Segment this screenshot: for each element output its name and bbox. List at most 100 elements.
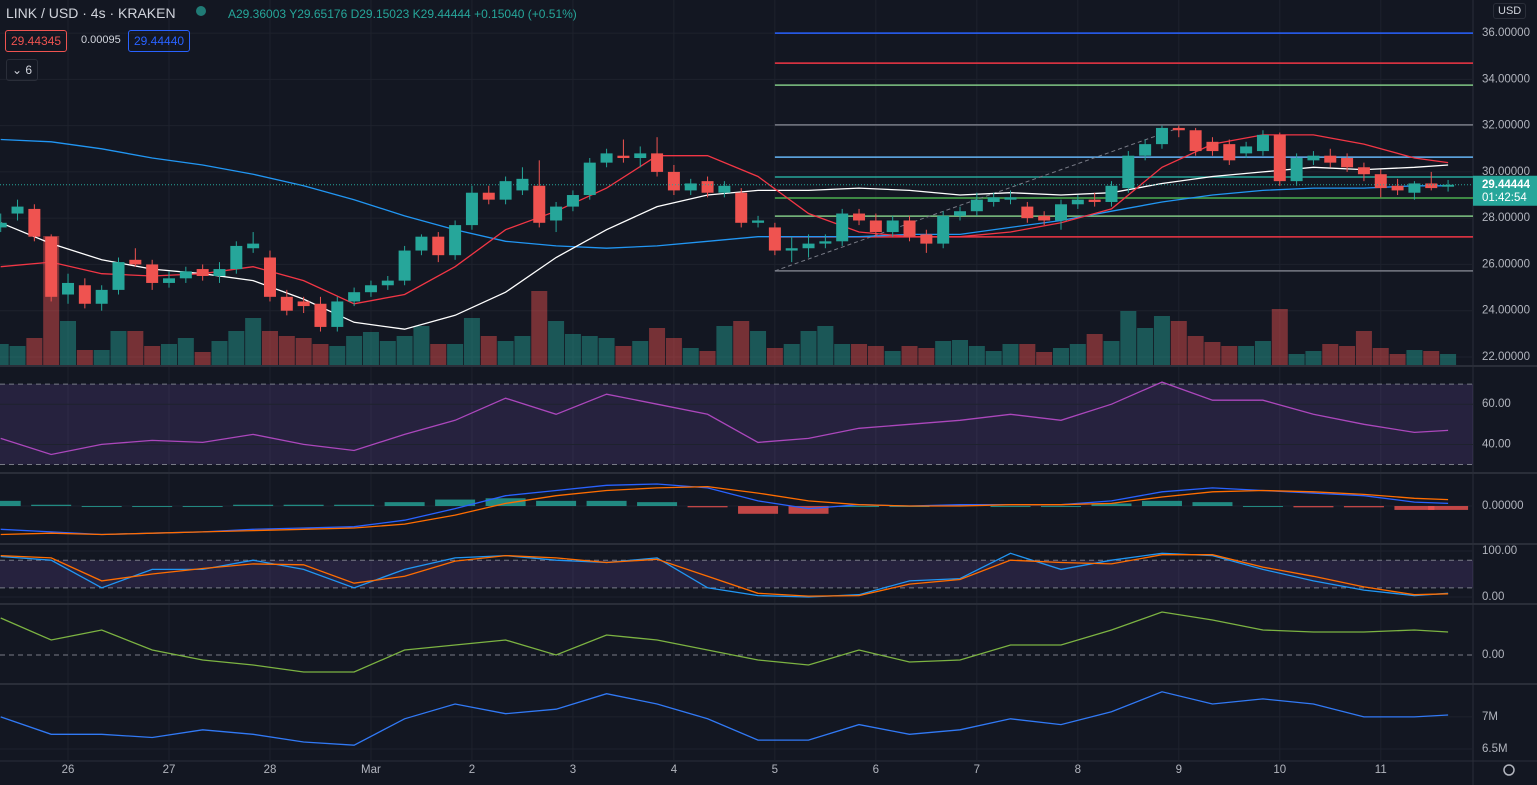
indicator-toggle[interactable]: ⌄ 6 [6,59,39,81]
volume-bar [783,344,800,366]
volume-bar [0,344,9,366]
gear[interactable] [1503,764,1515,776]
volume-bar [514,336,531,366]
volume-bar [1036,352,1053,366]
candle-body [1341,158,1354,168]
candle-body [533,185,546,223]
volume-bar [699,351,716,366]
volume-bar [1339,346,1356,366]
candle-body [179,271,192,279]
volume-bar [261,331,278,366]
candle-body [1139,144,1152,156]
volume-bar [1221,346,1238,366]
volume-bar [1423,351,1440,366]
candle-body [1122,155,1135,189]
volume-bar [76,350,93,366]
candle-body [78,285,91,304]
candle-body [364,285,377,293]
volume-bar [9,346,26,366]
x-tick-label: Mar [361,764,381,776]
x-tick-label: 26 [62,764,75,776]
candle-body [499,181,512,200]
x-tick-label: 8 [1075,764,1081,776]
volume-bar [463,318,480,366]
x-tick-label: 3 [570,764,576,776]
volume-bar [1086,334,1103,366]
candle-body [112,262,125,290]
y-tick-label: 28.00000 [1482,212,1530,224]
candle-body [129,259,142,265]
candle-body [1172,127,1185,131]
volume-bar [632,341,649,366]
y-tick-label: 60.00 [1482,398,1511,410]
candle-body [785,248,798,251]
buy-price[interactable]: 29.44440 [128,30,191,52]
y-tick-label: 0.00 [1482,591,1504,603]
volume-bar [817,326,834,366]
trend-line [774,127,1179,272]
histogram-bar [1141,500,1182,507]
candle-body [600,153,613,163]
last-price: 29.44444 [1482,179,1531,191]
currency[interactable]: USD [1493,3,1527,19]
indicator-line [0,691,1449,746]
volume-bar [396,336,413,366]
low: D29.15023 [350,7,410,21]
candle-body [146,264,159,283]
histogram-bar [687,506,728,508]
candle-body [1189,130,1202,152]
volume-bar [952,340,969,366]
volume-bar [430,344,447,366]
candle-body [752,220,765,223]
sell-price[interactable]: 29.44345 [5,30,68,52]
candle-body [1425,183,1438,189]
y-tick-label: 22.00000 [1482,351,1530,363]
moving-average [0,164,1449,330]
candle-body [449,225,462,256]
volume-bar [1355,331,1372,366]
histogram-bar [637,502,678,507]
histogram-bar [536,500,577,507]
volume-bar [379,341,396,366]
volume-bar [1305,351,1322,366]
symbol[interactable]: LINK / USD · 4s · KRAKEN [6,5,176,21]
candle-body [348,292,361,302]
volume-bar [1322,344,1339,366]
volume-bar [161,344,177,366]
histogram-bar [0,500,21,507]
candle-body [1088,199,1101,202]
volume-bar [194,352,211,366]
candle-body [634,153,647,159]
volume-bar [228,331,245,366]
y-tick-label: 30.00000 [1482,166,1530,178]
settings-icon[interactable] [1503,764,1515,776]
volume-bar [901,346,918,366]
indicator-line [0,611,1449,673]
candle-body [280,296,293,311]
y-tick-label: 6.5M [1482,743,1508,755]
indicator-count: 6 [25,63,33,77]
volume-bar [716,326,733,366]
x-tick-label: 4 [671,764,678,776]
market-status [196,6,206,16]
volume-bar [127,331,144,366]
histogram-bar [738,506,779,514]
volume-bar [312,344,329,366]
volume-bar [110,331,127,366]
candle-body [28,208,41,237]
volume-bar [615,346,632,366]
volume-bar [1389,354,1406,366]
histogram-bar [31,504,72,507]
candle-body [1038,215,1051,221]
volume-bar [1019,344,1036,366]
candle-body [1021,206,1034,219]
candle-body [1408,183,1421,193]
change: +0.15040 (+0.51%) [474,7,577,21]
volume-bar [1440,354,1457,366]
candle-body [1206,141,1219,152]
y-tick-label: 0.00 [1482,649,1504,661]
histogram-bar [334,504,375,507]
candle-body [1054,204,1067,221]
volume-bar [649,328,666,366]
